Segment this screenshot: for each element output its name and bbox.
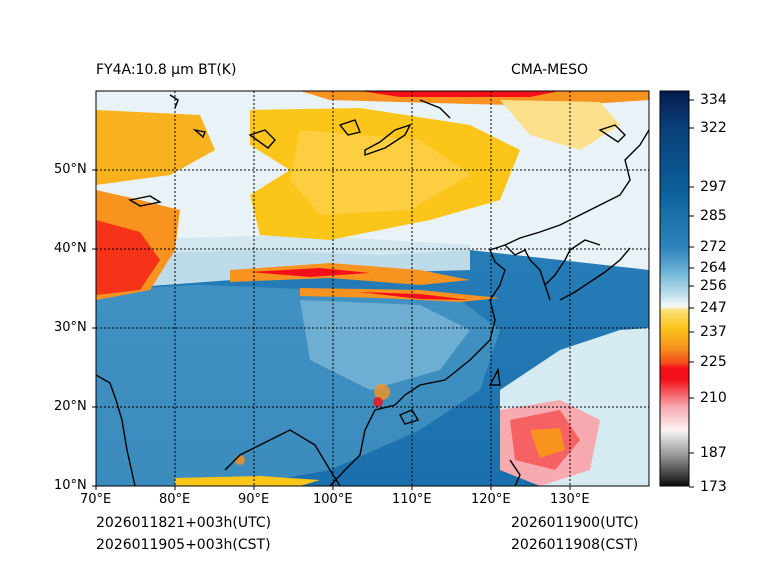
init-time-cst: 2026011905+003h(CST)	[96, 537, 271, 553]
coastlines	[96, 94, 649, 486]
colorbar	[659, 90, 690, 487]
colorbar-label-264: 264	[700, 260, 727, 276]
colorbar-label-256: 256	[700, 278, 727, 294]
lat-label-20n: 20°N	[54, 399, 87, 414]
colorbar-label-225: 225	[700, 354, 727, 370]
colorbar-label-237: 237	[700, 324, 727, 340]
valid-time-cst: 2026011908(CST)	[511, 537, 639, 553]
lon-label-80e: 80°E	[159, 492, 191, 507]
colorbar-label-272: 272	[700, 239, 727, 255]
colorbar-label-173: 173	[700, 479, 727, 495]
map-title-variable: FY4A:10.8 μm BT(K)	[96, 62, 237, 78]
lat-label-50n: 50°N	[54, 162, 87, 177]
lon-label-110e: 110°E	[392, 492, 432, 507]
brightness-temperature-field	[96, 91, 649, 486]
lon-label-130e: 130°E	[550, 492, 590, 507]
colorbar-label-187: 187	[700, 445, 727, 461]
colorbar-label-334: 334	[700, 92, 727, 108]
map-title-source: CMA-MESO	[511, 62, 589, 78]
colorbar-label-285: 285	[700, 208, 727, 224]
lon-label-120e: 120°E	[471, 492, 511, 507]
axis-ticks	[92, 169, 571, 490]
lon-label-70e: 70°E	[80, 492, 112, 507]
map-frame	[95, 90, 650, 487]
colorbar-label-297: 297	[700, 179, 727, 195]
colorbar-label-210: 210	[700, 390, 727, 406]
lat-label-30n: 30°N	[54, 320, 87, 335]
valid-time-utc: 2026011900(UTC)	[511, 515, 639, 531]
graticule	[96, 91, 649, 486]
lon-label-90e: 90°E	[238, 492, 270, 507]
colorbar-ticks	[689, 99, 694, 488]
init-time-utc: 2026011821+003h(UTC)	[96, 515, 272, 531]
lon-label-100e: 100°E	[313, 492, 353, 507]
lat-label-10n: 10°N	[54, 478, 87, 493]
colorbar-label-322: 322	[700, 120, 727, 136]
lat-label-40n: 40°N	[54, 241, 87, 256]
colorbar-label-247: 247	[700, 300, 727, 316]
